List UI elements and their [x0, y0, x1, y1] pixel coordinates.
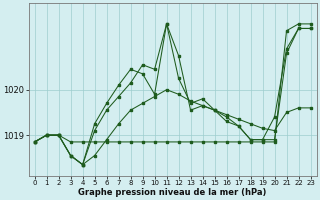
X-axis label: Graphe pression niveau de la mer (hPa): Graphe pression niveau de la mer (hPa) — [78, 188, 267, 197]
